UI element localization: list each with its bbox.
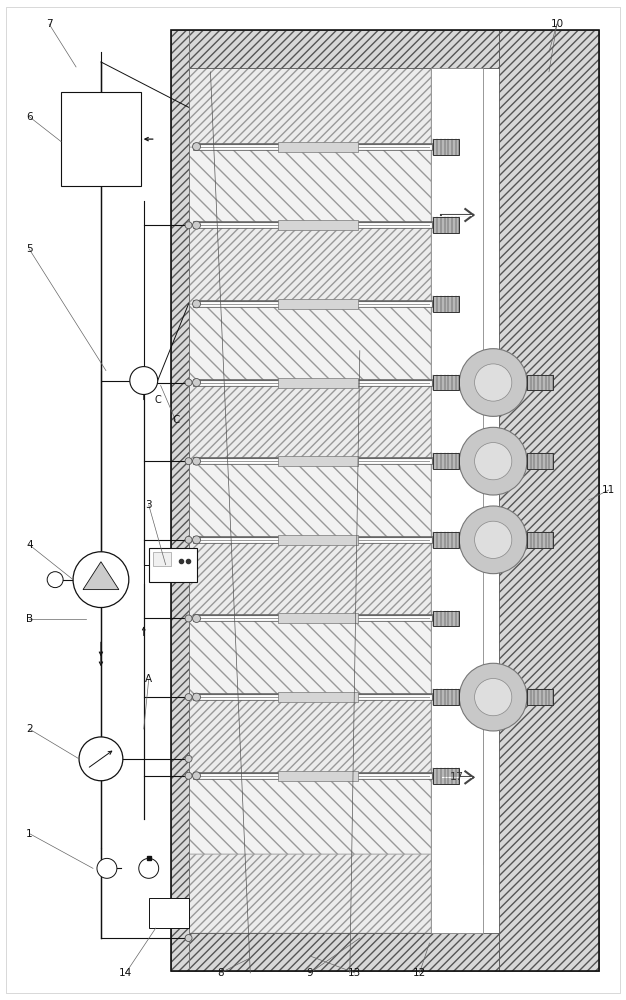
Circle shape: [193, 772, 200, 780]
Text: 5: 5: [26, 244, 33, 254]
Text: 17: 17: [450, 772, 464, 782]
Bar: [433, 453, 459, 469]
Bar: [527, 532, 553, 548]
Bar: [499, 30, 598, 971]
Bar: [61, 92, 141, 186]
Text: C: C: [172, 415, 179, 425]
Text: 14: 14: [119, 968, 133, 978]
Circle shape: [193, 300, 200, 308]
Circle shape: [185, 536, 192, 543]
Bar: [278, 299, 357, 309]
Text: 13: 13: [348, 968, 361, 978]
Text: 3: 3: [145, 500, 152, 510]
Text: 10: 10: [550, 19, 563, 29]
Circle shape: [185, 694, 192, 701]
Text: C: C: [155, 395, 161, 405]
Circle shape: [79, 737, 123, 781]
Circle shape: [130, 367, 158, 394]
Bar: [431, 691, 483, 864]
Circle shape: [193, 143, 200, 151]
Bar: [188, 225, 431, 304]
Bar: [433, 611, 459, 626]
Bar: [278, 456, 357, 466]
Bar: [433, 217, 459, 233]
Polygon shape: [83, 562, 119, 590]
Bar: [431, 68, 483, 933]
Text: A: A: [145, 674, 152, 684]
Bar: [149, 548, 197, 582]
Bar: [149, 898, 188, 928]
Circle shape: [475, 443, 512, 480]
Bar: [188, 540, 431, 618]
Circle shape: [459, 349, 527, 416]
Bar: [188, 461, 431, 540]
Circle shape: [193, 536, 200, 544]
Bar: [433, 689, 459, 705]
Circle shape: [475, 679, 512, 716]
Bar: [278, 378, 357, 388]
Circle shape: [47, 572, 63, 588]
Text: 8: 8: [217, 968, 223, 978]
Text: B: B: [26, 614, 33, 624]
Circle shape: [459, 427, 527, 495]
Circle shape: [139, 858, 158, 878]
Circle shape: [193, 379, 200, 387]
Bar: [188, 618, 431, 697]
Bar: [171, 933, 499, 971]
Circle shape: [97, 858, 117, 878]
Bar: [188, 697, 431, 776]
Bar: [527, 689, 553, 705]
Circle shape: [459, 506, 527, 574]
Bar: [171, 30, 499, 68]
Bar: [278, 220, 357, 230]
Bar: [433, 296, 459, 312]
Bar: [278, 771, 357, 781]
Bar: [171, 30, 188, 971]
Circle shape: [185, 772, 192, 779]
Bar: [278, 692, 357, 702]
Bar: [527, 375, 553, 390]
Text: 2: 2: [26, 724, 33, 734]
Circle shape: [193, 457, 200, 465]
Circle shape: [475, 364, 512, 401]
Circle shape: [193, 614, 200, 622]
Bar: [188, 776, 431, 854]
Circle shape: [185, 935, 192, 942]
Circle shape: [475, 521, 512, 558]
Bar: [527, 453, 553, 469]
Circle shape: [185, 222, 192, 229]
Text: 7: 7: [46, 19, 53, 29]
Bar: [153, 552, 171, 566]
Bar: [433, 375, 459, 390]
Bar: [433, 768, 459, 784]
Circle shape: [185, 379, 192, 386]
Text: 12: 12: [413, 968, 426, 978]
Bar: [278, 535, 357, 545]
Circle shape: [73, 552, 129, 608]
Bar: [188, 68, 431, 147]
Bar: [278, 142, 357, 152]
Bar: [433, 139, 459, 155]
Circle shape: [185, 755, 192, 762]
Circle shape: [185, 615, 192, 622]
Text: 6: 6: [26, 112, 33, 122]
Circle shape: [459, 663, 527, 731]
Text: 9: 9: [307, 968, 314, 978]
Bar: [433, 532, 459, 548]
Bar: [188, 147, 431, 225]
Circle shape: [185, 458, 192, 465]
Bar: [188, 304, 431, 383]
Bar: [171, 30, 598, 971]
Bar: [278, 613, 357, 623]
Circle shape: [193, 221, 200, 229]
Bar: [188, 383, 431, 461]
Circle shape: [193, 693, 200, 701]
Bar: [188, 854, 431, 933]
Text: 11: 11: [602, 485, 615, 495]
Text: 4: 4: [26, 540, 33, 550]
Text: 1: 1: [26, 829, 33, 839]
